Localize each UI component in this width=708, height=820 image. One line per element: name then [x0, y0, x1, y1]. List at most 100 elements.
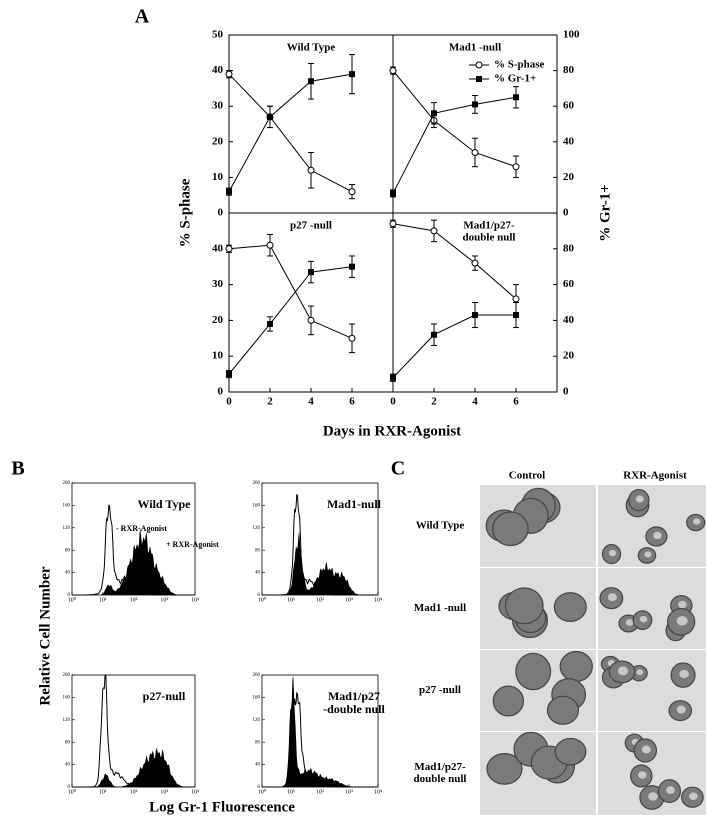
y-tick-label: 40: [212, 64, 224, 76]
marker: [471, 259, 479, 267]
data-line: [228, 266, 353, 375]
marker: [513, 94, 519, 101]
histogram-outline: [262, 691, 378, 788]
x-tick-label: 4: [308, 396, 314, 408]
x-tick-label: 0: [226, 396, 232, 408]
y2-axis-label: % Gr-1+: [597, 184, 613, 242]
marker: [431, 331, 437, 338]
y2-tick-label: 60: [563, 278, 575, 290]
cell-nucleus: [653, 531, 662, 540]
y-tick-label: 160: [63, 696, 71, 701]
chart-title: Mad1/p27-: [463, 220, 515, 232]
x-tick-label: 10²: [316, 597, 324, 603]
x-tick-label: 10²: [316, 789, 324, 795]
marker: [266, 241, 274, 249]
y-tick-label: 80: [255, 548, 261, 553]
y-tick-label: 160: [253, 504, 261, 509]
cell-nucleus: [689, 792, 698, 800]
y2-tick-label: 40: [563, 135, 575, 147]
y-tick-label: 160: [253, 696, 261, 701]
y-tick-label: 50: [212, 29, 224, 41]
y-tick-label: 40: [65, 571, 71, 576]
y2-tick-label: 0: [563, 386, 569, 398]
column-header: RXR-Agonist: [623, 470, 687, 482]
x-tick-label: 10³: [160, 597, 168, 603]
cell-nucleus: [679, 669, 689, 679]
x-tick-label: 10³: [160, 789, 168, 795]
cell-nucleus: [676, 705, 686, 714]
data-line: [392, 70, 517, 168]
cell: [553, 592, 587, 622]
cell: [486, 753, 523, 785]
y-tick-label: 0: [218, 207, 224, 219]
marker: [267, 320, 273, 327]
histogram-frame: [261, 674, 379, 788]
y-tick-label: 80: [65, 740, 71, 745]
histogram-title: Mad1-null: [327, 497, 382, 511]
y-tick-label: 200: [63, 673, 71, 678]
x-tick-label: 4: [472, 396, 478, 408]
cell-nucleus: [608, 549, 617, 557]
marker: [307, 166, 315, 174]
data-line: [392, 223, 517, 300]
x-tick-label: 0: [390, 396, 396, 408]
histogram-title: -double null: [323, 702, 385, 716]
chart-title: p27 -null: [290, 220, 332, 232]
y-tick-label: 120: [63, 718, 71, 723]
cell: [554, 737, 587, 766]
cell-nucleus: [638, 771, 647, 779]
cell-nucleus: [676, 616, 688, 626]
legend-marker: [476, 76, 482, 82]
marker: [390, 374, 396, 381]
data-line: [392, 314, 516, 379]
marker: [512, 295, 520, 303]
x-tick-label: 10¹: [287, 789, 295, 795]
x-tick-label: 10⁰: [68, 788, 77, 795]
marker: [513, 312, 519, 319]
data-line: [228, 73, 353, 192]
x-tick-label: 10⁴: [191, 789, 199, 795]
marker: [349, 263, 355, 270]
y2-tick-label: 80: [563, 64, 575, 76]
x-tick-label: 6: [513, 396, 519, 408]
x-axis-label: Log Gr-1 Fluorescence: [149, 799, 295, 815]
column-header: Control: [509, 470, 545, 482]
cell: [492, 511, 529, 547]
x-tick-label: 2: [431, 396, 437, 408]
marker: [389, 220, 397, 228]
row-label: Wild Type: [416, 520, 465, 532]
y2-tick-label: 20: [563, 171, 575, 183]
y2-tick-label: 100: [563, 29, 580, 41]
panel-label: A: [135, 6, 150, 28]
panel-label: B: [11, 458, 24, 480]
cell-nucleus: [625, 619, 634, 626]
y-tick-label: 30: [212, 100, 224, 112]
y2-tick-label: 60: [563, 100, 575, 112]
cell-nucleus: [678, 600, 687, 609]
marker: [307, 316, 315, 324]
y-tick-label: 80: [65, 548, 71, 553]
marker: [512, 163, 520, 171]
y-tick-label: 0: [258, 593, 261, 598]
marker: [472, 312, 478, 319]
data-line: [392, 96, 517, 194]
y-tick-label: 120: [253, 718, 261, 723]
y-tick-label: 10: [212, 350, 224, 362]
x-tick-label: 10⁰: [68, 596, 77, 603]
x-tick-label: 10²: [130, 597, 138, 603]
y-tick-label: 200: [63, 481, 71, 486]
x-tick-label: 10¹: [287, 597, 295, 603]
legend-label: % Gr-1+: [494, 73, 536, 85]
cell-nucleus: [693, 518, 701, 525]
y-tick-label: 120: [253, 526, 261, 531]
histogram-title: Wild Type: [137, 497, 191, 511]
marker: [431, 110, 437, 117]
y2-tick-label: 0: [563, 207, 569, 219]
y-tick-label: 0: [68, 593, 71, 598]
chart-title: Wild Type: [287, 42, 336, 54]
cell-nucleus: [648, 792, 658, 801]
cell: [546, 695, 580, 725]
row-label: Mad1/p27-: [414, 761, 466, 773]
x-tick-label: 10³: [345, 789, 353, 795]
